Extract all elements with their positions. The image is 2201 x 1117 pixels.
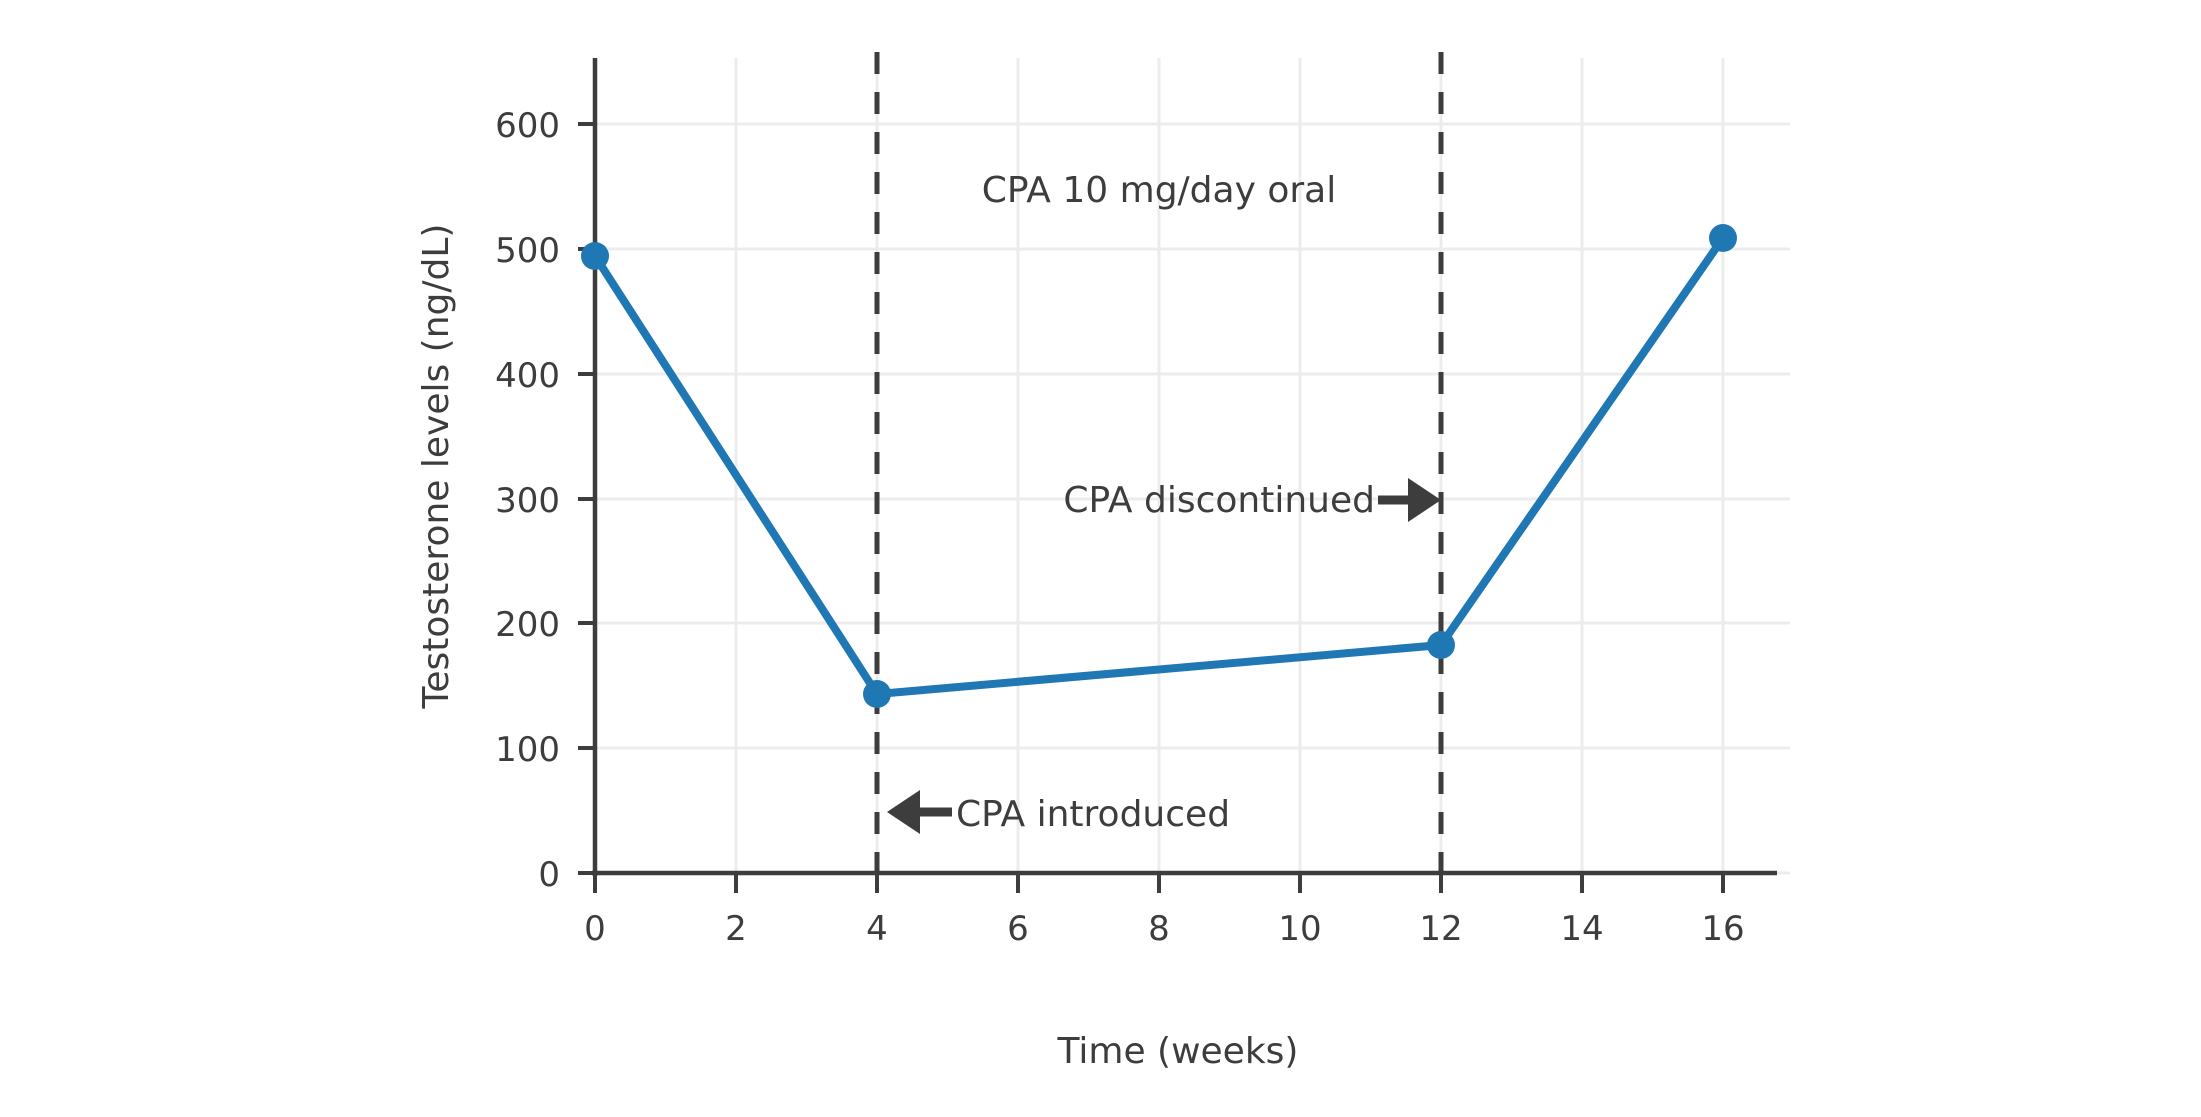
xtick-label-2: 2 [725, 909, 747, 949]
annotation-cpa-introduced: CPA introduced [887, 790, 1230, 835]
xtick-label-12: 12 [1419, 909, 1462, 949]
annotation-cpa-discontinued: CPA discontinued [1063, 478, 1441, 522]
ytick-label-200: 200 [495, 605, 560, 645]
arrow-head-right-icon [1408, 478, 1441, 522]
xtick-label-14: 14 [1560, 909, 1603, 949]
arrow-head-left-icon [887, 790, 920, 834]
ytick-label-500: 500 [495, 231, 560, 271]
y-axis-tickmarks [578, 122, 595, 875]
xtick-label-16: 16 [1701, 909, 1744, 949]
x-axis-tickmarks [593, 873, 1725, 893]
data-point-week-16 [1709, 224, 1737, 252]
ytick-label-600: 600 [495, 106, 560, 146]
data-point-week-4 [863, 680, 891, 708]
ytick-label-400: 400 [495, 356, 560, 396]
y-axis-tick-labels: 0 100 200 300 400 500 600 [495, 106, 560, 895]
x-axis-tick-labels: 0 2 4 6 8 10 12 14 16 [584, 909, 1744, 949]
xtick-label-0: 0 [584, 909, 606, 949]
testosterone-series-line [591, 234, 1727, 698]
x-axis-title: Time (weeks) [1057, 1031, 1299, 1072]
ytick-label-300: 300 [495, 481, 560, 521]
data-point-week-0 [581, 242, 609, 270]
y-axis-title: Testosterone levels (ng/dL) [416, 224, 457, 710]
ytick-label-100: 100 [495, 730, 560, 770]
xtick-label-10: 10 [1278, 909, 1321, 949]
horizontal-gridlines [595, 122, 1790, 875]
testosterone-series-markers [581, 224, 1737, 708]
data-point-week-12 [1427, 631, 1455, 659]
xtick-label-4: 4 [866, 909, 888, 949]
ytick-label-0: 0 [538, 855, 560, 895]
annotation-discontinued-label: CPA discontinued [1063, 480, 1375, 521]
xtick-label-8: 8 [1148, 909, 1170, 949]
xtick-label-6: 6 [1007, 909, 1029, 949]
event-vertical-lines [874, 52, 1444, 873]
annotation-treatment-label: CPA 10 mg/day oral [982, 170, 1336, 211]
annotation-introduced-label: CPA introduced [956, 794, 1230, 835]
